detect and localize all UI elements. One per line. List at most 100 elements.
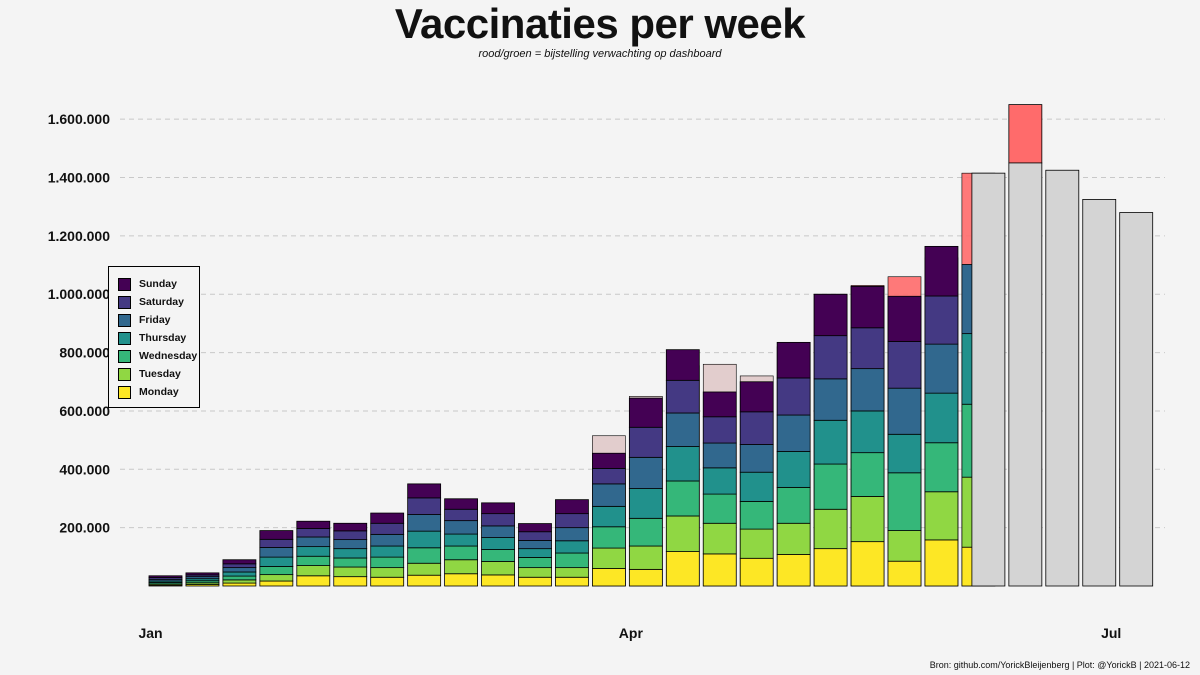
- forecast-adjustment-bar: [1008, 104, 1043, 164]
- bar-wednesday-week-9: [444, 545, 479, 561]
- bar-tuesday-week-9: [444, 559, 479, 575]
- bar-thursday-week-4: [259, 556, 294, 567]
- legend-label: Tuesday: [139, 368, 181, 380]
- bar-saturday-week-3: [222, 563, 257, 569]
- bar-sunday-week-14: [628, 397, 663, 428]
- legend-label: Monday: [139, 386, 179, 398]
- bar-wednesday-week-13: [592, 526, 626, 549]
- bar-sunday-week-22: [924, 245, 959, 297]
- legend: Sunday Saturday Friday Thursday Wednesday Tue…: [108, 266, 200, 408]
- bar-saturday-week-10: [481, 513, 515, 527]
- bars: [148, 104, 1154, 587]
- bar-wednesday-week-6: [333, 557, 368, 568]
- bar-saturday-week-16: [702, 416, 737, 444]
- bar-tuesday-week-10: [481, 561, 515, 576]
- bar-tuesday-week-8: [407, 562, 442, 576]
- bar-monday-week-19: [813, 548, 848, 587]
- bar-monday-week-22: [924, 539, 959, 587]
- legend-label: Sunday: [139, 278, 177, 290]
- bar-sunday-week-3: [222, 559, 257, 565]
- legend-label: Friday: [139, 314, 171, 326]
- legend-swatch: [118, 331, 131, 345]
- axes: 200.000 400.000 600.000 800.000 1.000.000 1.2…: [48, 111, 1122, 641]
- bar-saturday-week-22: [924, 295, 959, 345]
- bar-sunday-week-5: [296, 520, 331, 529]
- legend-item-thursday: Thursday: [118, 329, 199, 347]
- bar-friday-week-17: [739, 444, 774, 473]
- bar-monday-week-3: [222, 582, 257, 587]
- bar-wednesday-week-16: [702, 493, 737, 524]
- bar-monday-week-11: [518, 576, 552, 587]
- forecast-bar-week-26: [1082, 199, 1117, 587]
- bar-monday-week-21: [887, 560, 922, 587]
- bar-thursday-week-14: [628, 488, 663, 519]
- bar-monday-week-15: [665, 551, 700, 587]
- y-tick-label: 1.000.000: [48, 286, 110, 302]
- bar-monday-week-8: [407, 574, 442, 587]
- bar-saturday-week-6: [333, 530, 368, 541]
- bar-monday-week-14: [628, 568, 663, 587]
- bar-tuesday-week-17: [739, 528, 774, 559]
- bar-tuesday-week-5: [296, 565, 331, 577]
- bar-saturday-week-18: [776, 377, 811, 416]
- bar-sunday-week-7: [370, 512, 405, 524]
- bar-monday-week-17: [739, 557, 774, 587]
- y-tick-label: 1.400.000: [48, 170, 110, 186]
- bar-friday-week-13: [592, 483, 626, 507]
- bar-saturday-week-8: [407, 497, 442, 515]
- bar-friday-week-22: [924, 343, 959, 394]
- bar-sunday-week-16: [702, 391, 737, 418]
- bar-thursday-week-8: [407, 530, 442, 549]
- bar-tuesday-week-3: [222, 579, 257, 584]
- bar-tuesday-week-22: [924, 491, 959, 541]
- bar-thursday-week-22: [924, 392, 959, 444]
- bar-tuesday-week-4: [259, 574, 294, 582]
- bar-friday-week-11: [518, 540, 552, 550]
- bar-friday-week-12: [555, 527, 589, 542]
- legend-label: Saturday: [139, 296, 184, 308]
- legend-swatch: [118, 277, 131, 291]
- y-tick-label: 800.000: [59, 345, 110, 361]
- bar-wednesday-week-8: [407, 547, 442, 564]
- bar-tuesday-week-12: [555, 567, 589, 578]
- bar-monday-week-12: [555, 576, 589, 587]
- bar-sunday-week-8: [407, 483, 442, 499]
- legend-swatch: [118, 367, 131, 381]
- legend-swatch: [118, 349, 131, 363]
- bar-wednesday-week-19: [813, 463, 848, 510]
- bar-thursday-week-18: [776, 451, 811, 488]
- bar-wednesday-week-5: [296, 555, 331, 566]
- bar-sunday-week-20: [850, 285, 885, 329]
- bar-wednesday-week-22: [924, 442, 959, 493]
- bar-tuesday-week-11: [518, 567, 552, 578]
- bar-wednesday-week-3: [222, 575, 257, 581]
- bar-saturday-week-15: [665, 379, 700, 414]
- chart-subtitle: rood/groen = bijstelling verwachting op …: [478, 48, 722, 60]
- x-tick-label: Jan: [138, 625, 162, 641]
- bar-wednesday-week-11: [518, 557, 552, 569]
- bar-tuesday-week-14: [628, 545, 663, 570]
- bar-monday-week-18: [776, 554, 811, 587]
- legend-item-friday: Friday: [118, 311, 199, 329]
- bar-saturday-week-4: [259, 538, 294, 548]
- bar-friday-week-19: [813, 378, 848, 421]
- bar-thursday-week-21: [887, 433, 922, 474]
- bar-wednesday-week-21: [887, 472, 922, 531]
- bar-tuesday-week-13: [592, 547, 626, 569]
- bar-sunday-week-10: [481, 502, 515, 515]
- bar-friday-week-9: [444, 520, 479, 535]
- y-tick-label: 200.000: [59, 520, 110, 536]
- bar-sunday-week-18: [776, 341, 811, 379]
- bar-thursday-week-13: [592, 505, 626, 528]
- bar-thursday-week-12: [555, 540, 589, 554]
- bar-tuesday-week-19: [813, 508, 848, 550]
- bar-monday-week-20: [850, 541, 885, 587]
- bar-friday-week-8: [407, 514, 442, 532]
- x-tick-label: Apr: [619, 625, 644, 641]
- y-tick-label: 600.000: [59, 403, 110, 419]
- y-tick-label: 1.600.000: [48, 111, 110, 127]
- bar-tuesday-week-20: [850, 496, 885, 543]
- bar-friday-week-3: [222, 567, 257, 573]
- bar-monday-week-4: [259, 580, 294, 587]
